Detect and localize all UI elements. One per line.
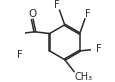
Text: O: O <box>28 9 36 19</box>
Text: F: F <box>17 50 23 60</box>
Text: F: F <box>95 44 101 54</box>
Text: CH₃: CH₃ <box>74 72 92 82</box>
Text: F: F <box>84 9 90 19</box>
Text: F: F <box>53 0 59 10</box>
